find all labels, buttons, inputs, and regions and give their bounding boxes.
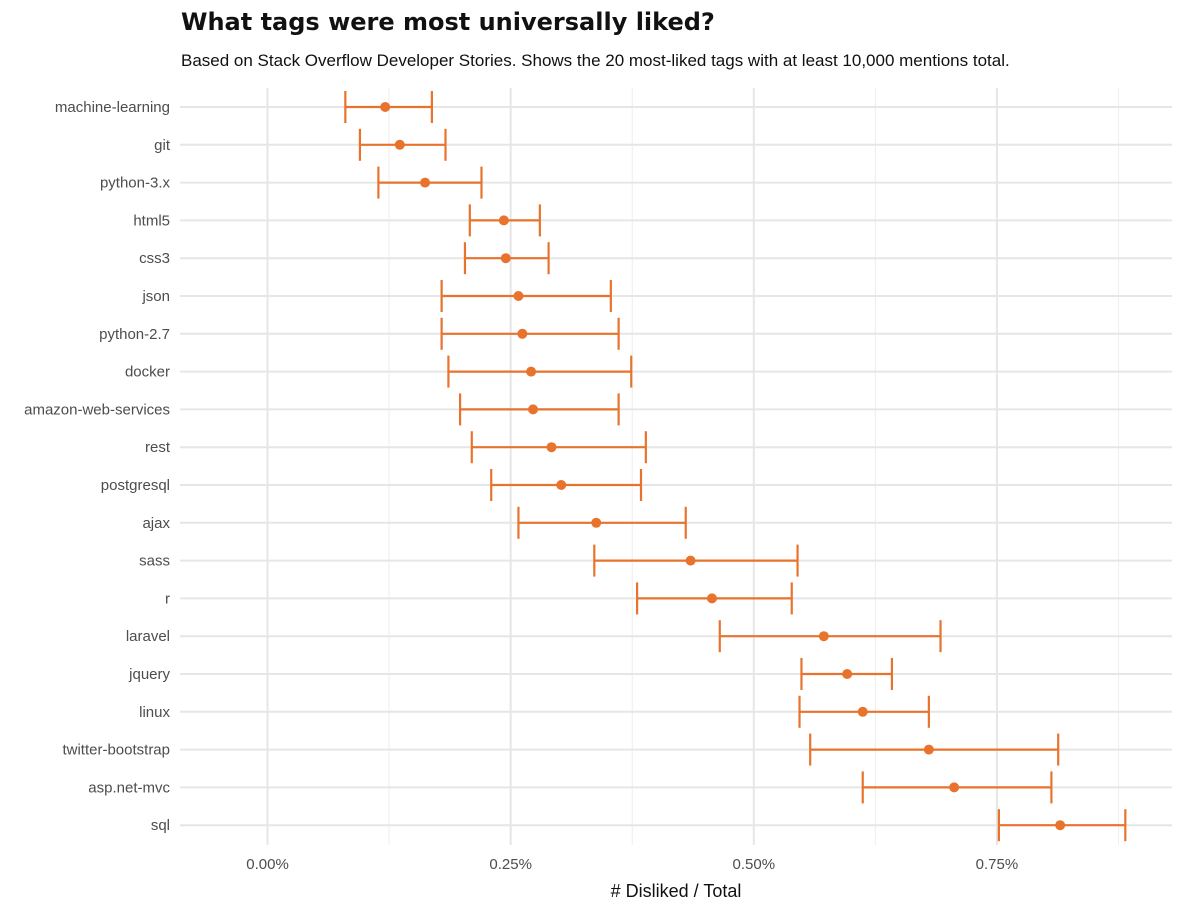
point-docker xyxy=(526,366,537,377)
point-linux xyxy=(857,706,868,717)
y-tick-label: html5 xyxy=(133,212,170,229)
x-tick-label: 0.75% xyxy=(976,856,1019,873)
y-tick-label: postgresql xyxy=(101,477,170,494)
point-json xyxy=(513,291,524,301)
point-laravel xyxy=(818,631,829,642)
error-bar-marks xyxy=(344,91,1127,842)
point-python-3.x xyxy=(420,177,431,188)
y-tick-label: css3 xyxy=(139,250,170,267)
point-jquery xyxy=(842,669,853,679)
y-tick-label: ajax xyxy=(142,515,170,532)
y-tick-label: asp.net-mvc xyxy=(88,779,170,796)
y-tick-label: laravel xyxy=(126,628,170,645)
point-sql xyxy=(1055,820,1066,831)
x-tick-label: 0.25% xyxy=(489,856,532,873)
y-tick-label: twitter-bootstrap xyxy=(62,742,170,759)
point-ajax xyxy=(591,517,602,528)
point-css3 xyxy=(500,253,511,264)
point-git xyxy=(394,139,405,150)
y-tick-label: git xyxy=(154,137,171,154)
y-tick-labels: machine-learning git python-3.x html5 css3 js… xyxy=(24,99,171,834)
grid-layer xyxy=(180,88,1172,845)
chart-title: What tags were most universally liked? xyxy=(181,8,715,36)
y-tick-label: docker xyxy=(125,364,170,381)
y-tick-label: jquery xyxy=(128,666,170,683)
x-axis-title: # Disliked / Total xyxy=(611,881,742,901)
y-tick-label: amazon-web-services xyxy=(24,401,170,418)
y-tick-label: r xyxy=(165,590,170,607)
y-tick-label: sass xyxy=(139,553,170,570)
y-tick-label: json xyxy=(141,288,170,305)
y-tick-label: rest xyxy=(145,439,171,456)
point-asp.net-mvc xyxy=(949,782,960,793)
point-machine-learning xyxy=(380,102,391,112)
chart-subtitle: Based on Stack Overflow Developer Storie… xyxy=(181,51,1010,70)
point-r xyxy=(706,593,717,604)
x-tick-label: 0.50% xyxy=(733,856,776,873)
y-tick-label: python-2.7 xyxy=(99,326,170,343)
x-tick-labels: 0.00% 0.25% 0.50% 0.75% xyxy=(246,856,1018,873)
x-tick-label: 0.00% xyxy=(246,856,289,873)
point-html5 xyxy=(498,215,509,226)
y-tick-label: sql xyxy=(151,817,170,834)
point-postgresql xyxy=(556,480,567,490)
y-tick-label: machine-learning xyxy=(55,99,170,116)
y-tick-label: python-3.x xyxy=(100,175,171,192)
y-tick-label: linux xyxy=(139,704,170,721)
point-sass xyxy=(685,555,696,566)
point-python-2.7 xyxy=(517,328,528,339)
point-rest xyxy=(546,442,557,453)
point-amazon-web-services xyxy=(528,404,539,415)
point-twitter-bootstrap xyxy=(923,744,934,755)
